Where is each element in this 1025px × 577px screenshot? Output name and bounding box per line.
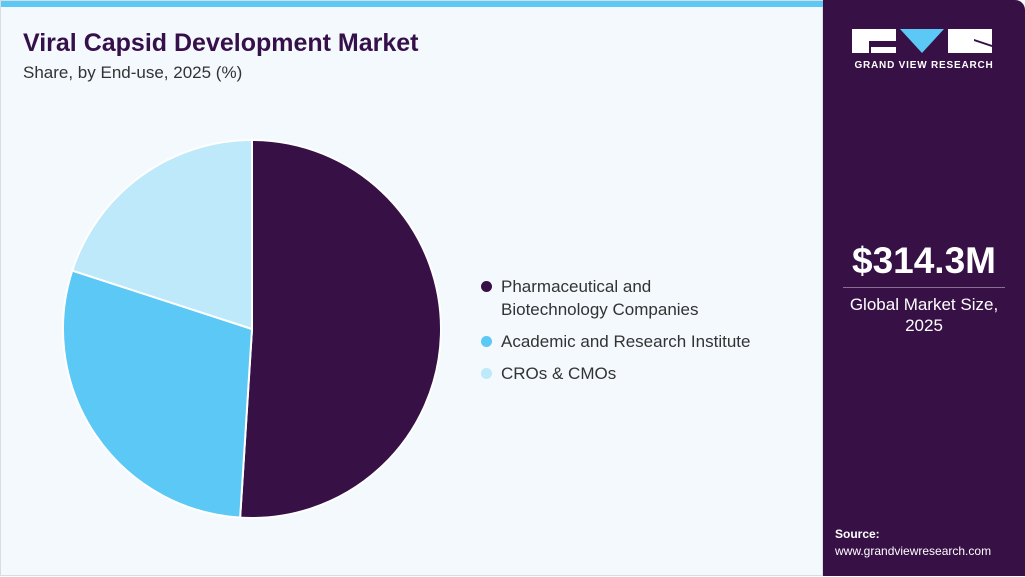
accent-bar: [1, 1, 824, 7]
legend-label: CROs & CMOs: [501, 364, 617, 383]
chart-subtitle: Share, by End-use, 2025 (%): [23, 63, 243, 82]
legend-item: Academic and Research Institute: [481, 330, 750, 353]
gvr-logo: [852, 29, 992, 53]
pie-slice-3: [70, 138, 253, 331]
source: Source: www.grandviewresearch.com: [835, 526, 991, 560]
legend-item: Pharmaceutical and Biotechnology Companie…: [481, 275, 750, 321]
legend-label: Academic and Research Institute: [501, 332, 751, 351]
legend-swatch: [481, 368, 492, 379]
market-size-label-line: Global Market Size,: [849, 295, 999, 314]
pie-slice-1: [239, 138, 443, 519]
market-size-value: $314.3M: [852, 240, 996, 281]
source-label: Source:: [835, 527, 880, 541]
divider: [843, 287, 1005, 288]
sidebar: GRAND VIEW RESEARCH $314.3M Global Marke…: [823, 0, 1025, 576]
legend-label: Pharmaceutical and: [501, 277, 652, 296]
source-url[interactable]: www.grandviewresearch.com: [835, 544, 992, 558]
legend: Pharmaceutical and Biotechnology Companie…: [481, 275, 750, 394]
pie-chart: [62, 138, 443, 519]
market-size-label: Global Market Size, 2025: [823, 294, 1025, 336]
legend-item: CROs & CMOs: [481, 362, 750, 385]
pie-slice-2: [62, 269, 254, 519]
legend-label: Biotechnology Companies: [501, 300, 699, 319]
market-size-year: 2025: [905, 316, 943, 335]
chart-title: Viral Capsid Development Market: [23, 29, 419, 57]
legend-swatch: [481, 281, 492, 292]
chart-panel: Viral Capsid Development Market Share, b…: [0, 0, 824, 576]
brand-name: GRAND VIEW RESEARCH: [854, 60, 994, 71]
legend-swatch: [481, 336, 492, 347]
